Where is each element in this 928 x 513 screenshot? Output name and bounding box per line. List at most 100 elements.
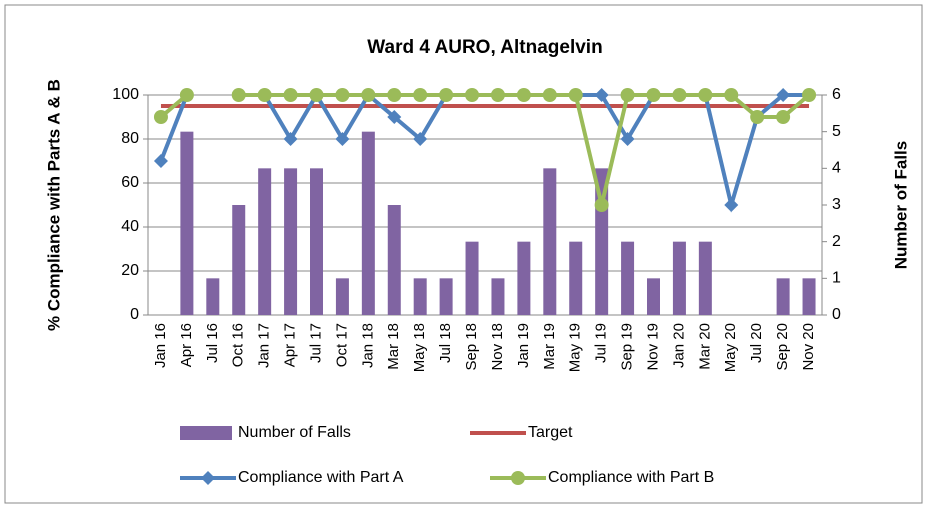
y2-tick-label: 1 [832,270,841,287]
bar [517,241,531,315]
legend-label: Compliance with Part B [548,469,714,486]
marker [776,110,791,124]
marker [257,88,272,102]
bar [569,241,583,315]
x-tick-label: Jan 20 [670,323,687,368]
x-tick-label: Nov 20 [800,323,817,371]
marker [724,88,739,102]
marker [309,88,324,102]
marker [490,88,505,102]
x-tick-label: Jan 17 [256,323,273,368]
x-tick-label: Oct 16 [230,323,247,367]
y-tick-label: 80 [121,130,139,147]
x-tick-label: Sep 20 [774,323,791,371]
y-tick-label: 60 [121,174,139,191]
bar [439,278,453,315]
x-tick-label: Jul 16 [204,323,221,363]
y2-tick-label: 5 [832,123,841,140]
x-tick-label: Oct 17 [333,323,350,367]
bar [361,131,375,315]
chart-border [4,4,923,504]
x-tick-label: Mar 18 [385,323,402,370]
x-tick-label: Mar 19 [541,323,558,370]
y2-tick-label: 0 [832,306,841,323]
x-tick-label: May 20 [722,323,739,372]
bar [180,131,194,315]
bar [413,278,427,315]
marker [153,110,168,124]
line [159,94,189,162]
y-axis-title: % Compliance with Parts A & B [44,79,63,331]
y2-tick-label: 2 [832,233,841,250]
marker [335,88,350,102]
bar [206,278,220,315]
marker [283,132,298,146]
marker [646,88,661,102]
bar [335,278,349,315]
y-tick-label: 100 [112,86,139,103]
x-tick-label: Jul 18 [437,323,454,363]
legend-label: Compliance with Part A [238,469,404,486]
marker [179,88,194,102]
marker [542,88,557,102]
legend-label: Number of Falls [238,424,351,441]
bar [465,241,479,315]
bar [776,278,790,315]
marker [387,88,402,102]
marker [776,88,791,102]
marker [153,154,168,168]
y-tick-label: 20 [121,262,139,279]
chart-title: Ward 4 AURO, Altnagelvin [367,37,602,58]
marker [413,132,428,146]
bar [387,205,401,315]
marker [594,88,609,102]
marker [698,88,713,102]
x-tick-label: Nov 18 [489,323,506,371]
bar [672,241,686,315]
bar [647,278,660,315]
bar [491,278,505,315]
legend-swatch [180,426,232,440]
y2-tick-label: 6 [832,86,841,103]
x-tick-label: Mar 20 [696,323,713,370]
marker [387,110,402,124]
marker [283,88,298,102]
marker [672,88,687,102]
y2-tick-label: 3 [832,196,841,213]
marker [439,88,454,102]
bar [621,241,635,315]
bar [310,168,323,315]
y2-axis-title: Number of Falls [891,141,910,269]
marker [231,88,246,102]
marker [568,88,583,102]
x-tick-label: May 18 [411,323,428,372]
marker [802,88,817,102]
marker [465,88,480,102]
legend-marker [511,471,525,485]
x-tick-label: Nov 19 [644,323,661,371]
marker [335,132,350,146]
marker [516,88,531,102]
legend-marker [201,471,215,485]
y-tick-label: 40 [121,218,139,235]
x-tick-label: Jan 16 [152,323,169,368]
bar [543,168,557,315]
marker [413,88,428,102]
x-tick-label: Jul 17 [307,323,324,363]
x-tick-label: Sep 18 [463,323,480,371]
bar [232,205,246,315]
legend-label: Target [528,424,573,441]
bar [698,241,712,315]
marker [724,198,739,212]
y-tick-label: 0 [130,306,139,323]
bar [802,278,816,315]
marker [594,198,609,212]
x-tick-label: Sep 19 [619,323,636,371]
bar [284,168,298,315]
x-tick-label: May 19 [567,323,584,372]
bar [258,168,272,315]
x-tick-label: Apr 17 [282,323,299,367]
x-tick-label: Jan 18 [359,323,376,368]
marker [361,88,376,102]
x-tick-label: Apr 16 [178,323,195,367]
